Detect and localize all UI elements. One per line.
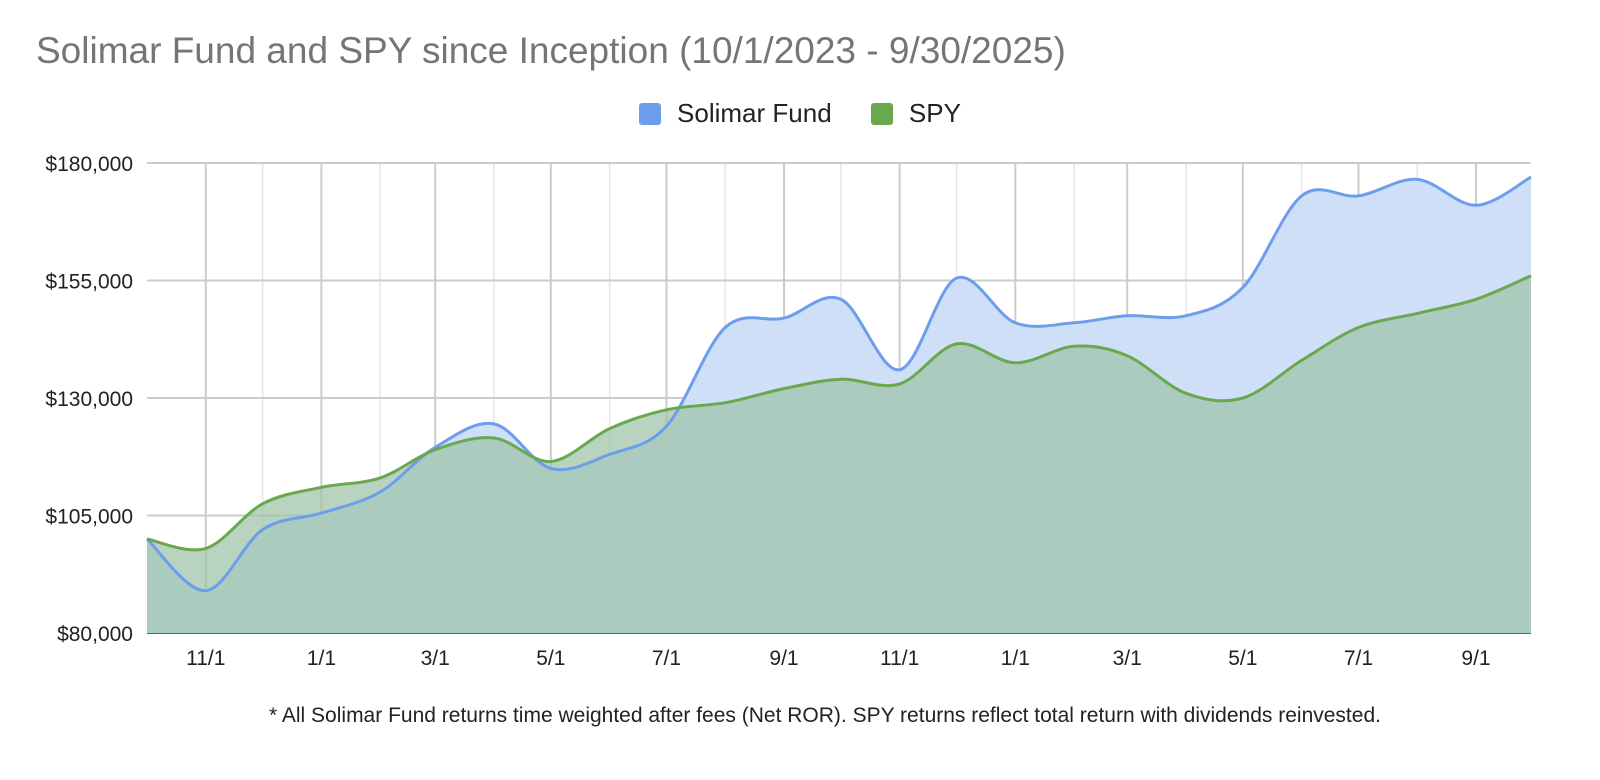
legend-swatch-solimar	[639, 102, 662, 125]
chart-title: Solimar Fund and SPY since Inception (10…	[36, 30, 1066, 71]
data-point-spy	[898, 382, 901, 385]
legend: Solimar Fund SPY	[0, 96, 1600, 129]
data-point-spy	[608, 427, 611, 430]
x-tick-label: 5/1	[1228, 647, 1257, 670]
data-point-solimar	[724, 326, 727, 329]
data-point-solimar	[204, 589, 207, 592]
data-point-solimar	[1475, 204, 1478, 207]
data-point-spy	[1073, 345, 1076, 348]
footnote: * All Solimar Fund returns time weighted…	[269, 704, 1381, 727]
data-point-solimar	[665, 425, 668, 428]
data-point-solimar	[492, 422, 495, 425]
data-point-solimar	[1416, 178, 1419, 181]
y-tick-label: $130,000	[45, 388, 133, 411]
data-point-spy	[434, 448, 437, 451]
data-point-spy	[839, 378, 842, 381]
data-point-spy	[783, 387, 786, 390]
data-point-solimar	[898, 368, 901, 371]
x-tick-label: 11/1	[186, 647, 225, 670]
data-point-spy	[261, 502, 264, 505]
data-point-solimar	[261, 528, 264, 531]
series-area-spy-overlap	[147, 275, 1531, 633]
x-tick-label: 7/1	[652, 647, 681, 670]
x-tick-label: 5/1	[536, 647, 565, 670]
data-point-spy	[1241, 397, 1244, 400]
x-tick-label: 7/1	[1344, 647, 1373, 670]
data-point-solimar	[1073, 321, 1076, 324]
y-tick-label: $155,000	[45, 271, 133, 294]
data-point-spy	[955, 342, 958, 345]
data-point-solimar	[783, 317, 786, 320]
legend-item-solimar: Solimar Fund	[639, 98, 832, 129]
data-point-spy	[204, 547, 207, 550]
data-point-spy	[379, 476, 382, 479]
data-point-spy	[1014, 361, 1017, 364]
series-line-solimar	[145, 175, 1532, 593]
data-point-spy	[320, 486, 323, 489]
legend-item-spy: SPY	[870, 97, 961, 129]
data-point-spy	[724, 401, 727, 404]
data-point-spy	[1530, 274, 1533, 277]
data-point-spy	[146, 538, 149, 541]
legend-swatch-spy	[870, 102, 893, 125]
data-point-solimar	[1357, 194, 1360, 197]
x-tick-label: 1/1	[307, 647, 336, 670]
series-area-spy	[147, 275, 1531, 633]
data-point-spy	[1300, 359, 1303, 362]
x-tick-label: 1/1	[1001, 647, 1030, 670]
data-point-solimar	[1184, 314, 1187, 317]
series-line-spy	[146, 274, 1532, 552]
legend-label-spy: SPY	[908, 97, 961, 128]
data-point-spy	[549, 460, 552, 463]
data-point-spy	[492, 436, 495, 439]
data-point-spy	[1475, 298, 1478, 301]
data-point-spy	[1184, 392, 1187, 395]
data-point-spy	[1357, 326, 1360, 329]
x-tick-label: 3/1	[1113, 647, 1142, 670]
x-tick-label: 9/1	[769, 647, 798, 670]
x-tick-label: 9/1	[1461, 647, 1490, 670]
data-point-solimar	[1241, 286, 1244, 289]
y-tick-label: $105,000	[45, 506, 133, 529]
data-point-spy	[665, 408, 668, 411]
data-point-spy	[1126, 354, 1129, 357]
data-point-solimar	[320, 512, 323, 515]
y-tick-label: $180,000	[45, 153, 133, 176]
data-point-solimar	[1126, 314, 1129, 317]
x-tick-label: 11/1	[880, 647, 919, 670]
data-point-solimar	[1014, 321, 1017, 324]
data-point-solimar	[955, 277, 958, 280]
y-tick-label: $80,000	[57, 623, 133, 646]
legend-label-solimar: Solimar Fund	[677, 97, 832, 128]
data-point-solimar	[1300, 194, 1303, 197]
data-point-solimar	[839, 298, 842, 301]
x-tick-label: 3/1	[421, 647, 450, 670]
data-point-spy	[1416, 312, 1419, 315]
data-point-solimar	[1530, 176, 1533, 179]
data-point-solimar	[608, 453, 611, 456]
data-point-solimar	[379, 491, 382, 494]
data-point-solimar	[549, 467, 552, 470]
